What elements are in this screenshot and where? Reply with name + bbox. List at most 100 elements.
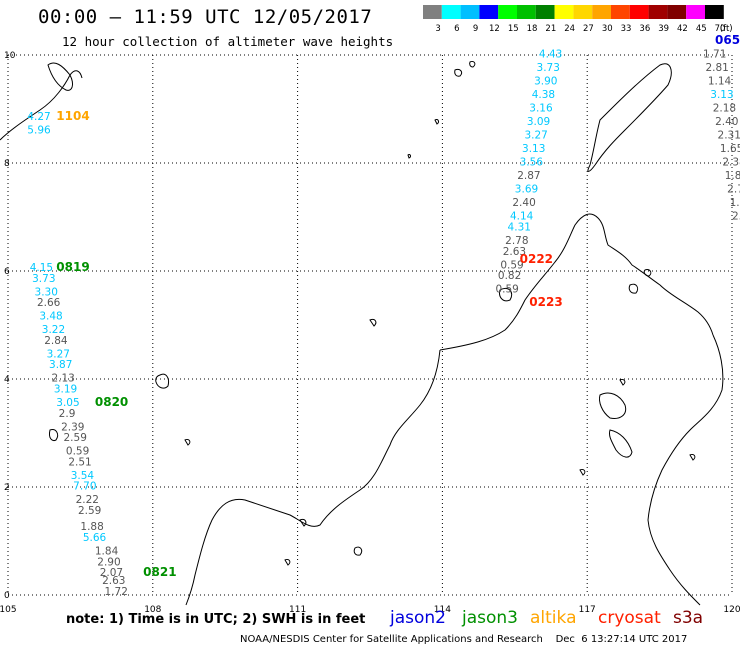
colorbar-tick-label: 12 xyxy=(489,24,500,34)
swh-value: 2.0 xyxy=(732,211,740,223)
track-time-label: 0223 xyxy=(529,295,562,309)
swh-value: 3.05 xyxy=(56,397,79,409)
track-time-label: 0821 xyxy=(143,565,176,579)
colorbar-tick-label: 6 xyxy=(454,24,459,34)
swh-value: 3.73 xyxy=(32,273,55,285)
swh-value: 4.14 xyxy=(510,211,534,223)
colorbar-tick-label: 30 xyxy=(602,24,613,34)
colorbar-swatch xyxy=(479,5,499,19)
colorbar-swatch xyxy=(686,5,705,19)
colorbar-tick-label: 70 xyxy=(715,24,726,34)
swh-value: 4.38 xyxy=(532,89,555,101)
colorbar-swatch xyxy=(423,5,442,19)
swh-value: 2.39 xyxy=(61,421,84,433)
x-tick-label: 114 xyxy=(434,605,451,615)
units-note: note: 1) Time is in UTC; 2) SWH is in fe… xyxy=(66,612,366,627)
colorbar-swatch xyxy=(441,5,461,19)
colorbar-swatch xyxy=(460,5,480,19)
colorbar-tick-label: 9 xyxy=(473,24,478,34)
colorbar-swatch xyxy=(611,5,630,19)
y-tick-label: 0 xyxy=(4,591,10,601)
swh-value: 1.8 xyxy=(730,197,740,209)
colorbar-swatch xyxy=(554,5,574,19)
swh-value: 0.59 xyxy=(66,446,89,458)
colorbar-swatch xyxy=(705,5,724,19)
y-tick-label: 2 xyxy=(4,483,10,493)
swh-value: 4.43 xyxy=(539,49,562,61)
colorbar-tick-label: 18 xyxy=(527,24,538,34)
swh-value: 1.84 xyxy=(95,546,119,558)
swh-value: 1.65 xyxy=(720,143,740,155)
colorbar-tick-label: 36 xyxy=(639,24,650,34)
swh-value: 2.07 xyxy=(100,567,123,579)
colorbar-swatch xyxy=(648,5,668,19)
x-tick-label: 120 xyxy=(723,605,740,615)
colorbar: 3 6 9 12 15 18 21 24 27 30 33 36 39 42 45 70 (ft) xyxy=(423,5,733,39)
y-tick-label: 8 xyxy=(4,159,10,169)
swh-value: 2.18 xyxy=(713,103,736,115)
coastline xyxy=(0,61,724,606)
track-time-label: 0222 xyxy=(520,252,553,266)
axis-ticks: 105 108 111 114 117 120 0 2 4 6 8 10 xyxy=(0,51,740,615)
swh-value: 3.30 xyxy=(35,286,58,298)
legend-jason3: jason3 xyxy=(462,608,518,628)
swh-value: 3.19 xyxy=(54,384,77,396)
x-tick-label: 111 xyxy=(289,605,306,615)
colorbar-tick-label: 39 xyxy=(658,24,669,34)
swh-value: 3.69 xyxy=(515,184,538,196)
colorbar-tick-label: 15 xyxy=(508,24,519,34)
colorbar-tick-label: 42 xyxy=(677,24,688,34)
swh-value: 0.59 xyxy=(500,259,523,271)
swh-value: 2.87 xyxy=(517,170,540,182)
swh-value: 3.48 xyxy=(39,311,62,323)
swh-value: 3.13 xyxy=(710,89,733,101)
colorbar-tick-label: 24 xyxy=(564,24,575,34)
swh-value: 2.90 xyxy=(97,556,120,568)
x-tick-label: 108 xyxy=(144,605,161,615)
legend-s3a: s3a xyxy=(673,608,704,628)
swh-value: 3.87 xyxy=(49,359,72,371)
credit-line: NOAA/NESDIS Center for Satellite Applica… xyxy=(240,634,688,645)
swh-value: 2.81 xyxy=(705,62,728,74)
swh-value: 2.9 xyxy=(59,408,76,420)
colorbar-swatch xyxy=(498,5,517,19)
swh-value: 3.54 xyxy=(71,470,95,482)
swh-value: 5.66 xyxy=(83,532,107,544)
swh-value: 4.27 xyxy=(27,111,50,123)
swh-value: 4.31 xyxy=(508,222,531,234)
swh-value: 2.63 xyxy=(503,246,526,258)
track-time-label: 0820 xyxy=(95,395,128,409)
swh-value: 3.13 xyxy=(522,143,545,155)
altimeter-values: 4.275.9611041.712.811.143.132.182.402.31… xyxy=(27,33,740,598)
track-time-label: 1104 xyxy=(56,109,89,123)
track-time-label: 0655 xyxy=(715,33,740,47)
swh-value: 2.7 xyxy=(727,184,740,196)
legend-cryosat: cryosat xyxy=(598,608,661,628)
swh-value: 1.88 xyxy=(80,521,103,533)
swh-value: 1.72 xyxy=(105,586,128,598)
x-tick-label: 105 xyxy=(0,605,17,615)
swh-value: 2.31 xyxy=(718,130,740,142)
y-tick-label: 4 xyxy=(4,375,10,385)
swh-value: 2.40 xyxy=(512,197,535,209)
swh-value: 3.90 xyxy=(534,76,557,88)
swh-value: 5.96 xyxy=(27,124,51,136)
colorbar-tick-label: 45 xyxy=(696,24,707,34)
colorbar-swatch xyxy=(629,5,649,19)
swh-value: 2.22 xyxy=(76,494,99,506)
swh-value: 2.13 xyxy=(51,373,74,385)
y-tick-label: 6 xyxy=(4,267,10,277)
swh-value: 3.27 xyxy=(47,348,70,360)
colorbar-swatch xyxy=(517,5,536,19)
lat-lon-grid xyxy=(7,54,733,596)
swh-value: 2.59 xyxy=(78,505,101,517)
page-subtitle: 12 hour collection of altimeter wave hei… xyxy=(62,34,394,49)
colorbar-swatch xyxy=(667,5,687,19)
swh-value: 4.15 xyxy=(30,262,53,274)
swh-value: 1.71 xyxy=(703,49,726,61)
swh-value: 2.59 xyxy=(64,432,87,444)
swh-value: 2.51 xyxy=(68,456,91,468)
colorbar-swatch xyxy=(535,5,555,19)
x-tick-label: 117 xyxy=(579,605,596,615)
